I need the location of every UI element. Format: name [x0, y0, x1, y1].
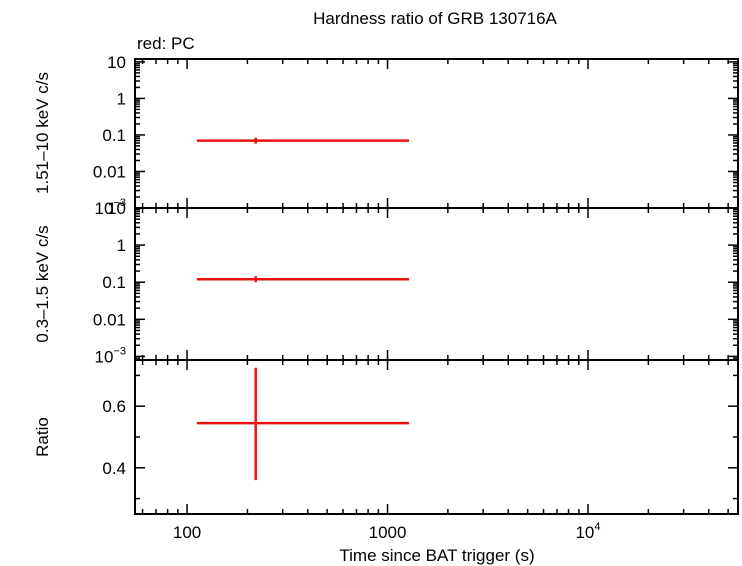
- y-tick-label: 0.6: [102, 397, 126, 416]
- y-tick-label: 1: [117, 89, 126, 108]
- chart-title: Hardness ratio of GRB 130716A: [313, 9, 557, 28]
- y-axis-label-hard: 1.51–10 keV c/s: [33, 72, 52, 194]
- chart-subtitle: red: PC: [137, 34, 195, 53]
- y-axis-label-ratio: Ratio: [33, 417, 52, 457]
- x-axis-label: Time since BAT trigger (s): [339, 546, 534, 565]
- y-tick-label: 10: [107, 53, 126, 72]
- y-axis-label-soft: 0.3–1.5 keV c/s: [33, 225, 52, 342]
- y-tick-label: 0.01: [93, 310, 126, 329]
- panel-soft: 10 1 0.1 0.01 10−3 0.3–1.5 keV c/s: [33, 199, 739, 366]
- y-tick-label: 0.01: [93, 162, 126, 181]
- y-tick-label: 1: [117, 236, 126, 255]
- x-tick-label: 104: [575, 521, 600, 542]
- y-tick-label: 10: [107, 199, 126, 218]
- x-tick-label: 100: [173, 523, 201, 542]
- y-tick-label: 0.1: [102, 273, 126, 292]
- panel-hard: 10 1 0.1 0.01 10−3 1.51–10 keV c/s: [33, 53, 739, 218]
- panel-frame-ratio: [134, 359, 739, 515]
- y-tick-label: 0.1: [102, 126, 126, 145]
- panel-frame-hard: [134, 58, 739, 209]
- panel-ratio: 0.6 0.4 Ratio: [33, 359, 739, 515]
- x-tick-label: 1000: [369, 523, 407, 542]
- y-tick-label: 10−3: [95, 197, 126, 218]
- panel-frame-soft: [134, 207, 739, 361]
- y-tick-label: 0.4: [102, 459, 126, 478]
- y-tick-label: 10−3: [95, 345, 126, 366]
